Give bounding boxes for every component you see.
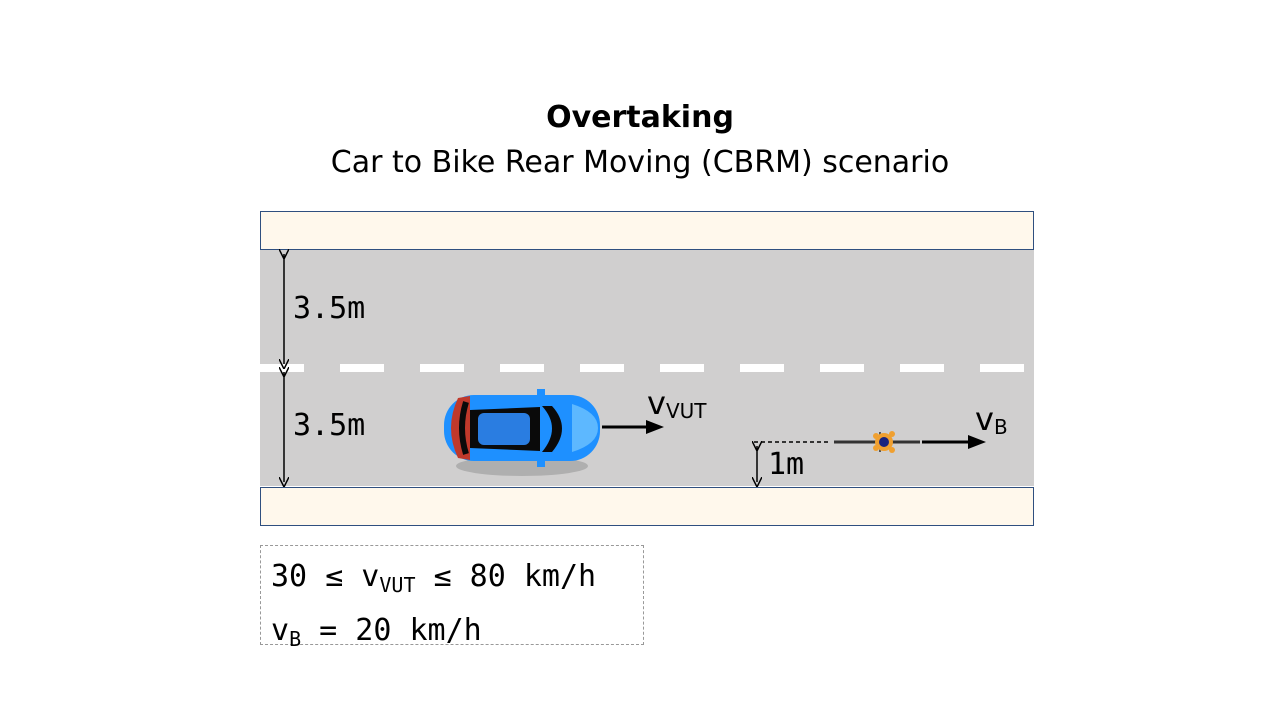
bike-velocity-arrow	[922, 435, 986, 449]
cyclist-icon	[834, 431, 920, 453]
bike-velocity-label: vB	[975, 400, 1008, 439]
car-velocity-arrow	[602, 420, 664, 434]
speed-range-box: 30 ≤ vVUT ≤ 80 km/h vB = 20 km/h	[260, 545, 644, 651]
car-velocity-label: vVUT	[647, 384, 707, 423]
lane-divider-dashed	[260, 364, 1034, 372]
sidewalk-bottom	[260, 487, 1034, 526]
diagram-title: Overtaking	[546, 100, 734, 135]
lateral-offset-label: 1m	[768, 447, 805, 482]
sidewalk-top	[260, 211, 1034, 250]
diagram-subtitle: Car to Bike Rear Moving (CBRM) scenario	[330, 145, 950, 180]
speed-range-bike: vB = 20 km/h	[271, 613, 482, 651]
car-icon	[444, 389, 600, 476]
lane-width-bottom-label: 3.5m	[293, 408, 366, 443]
lane-width-top-label: 3.5m	[293, 291, 366, 326]
speed-range-vut: 30 ≤ vVUT ≤ 80 km/h	[271, 559, 597, 597]
